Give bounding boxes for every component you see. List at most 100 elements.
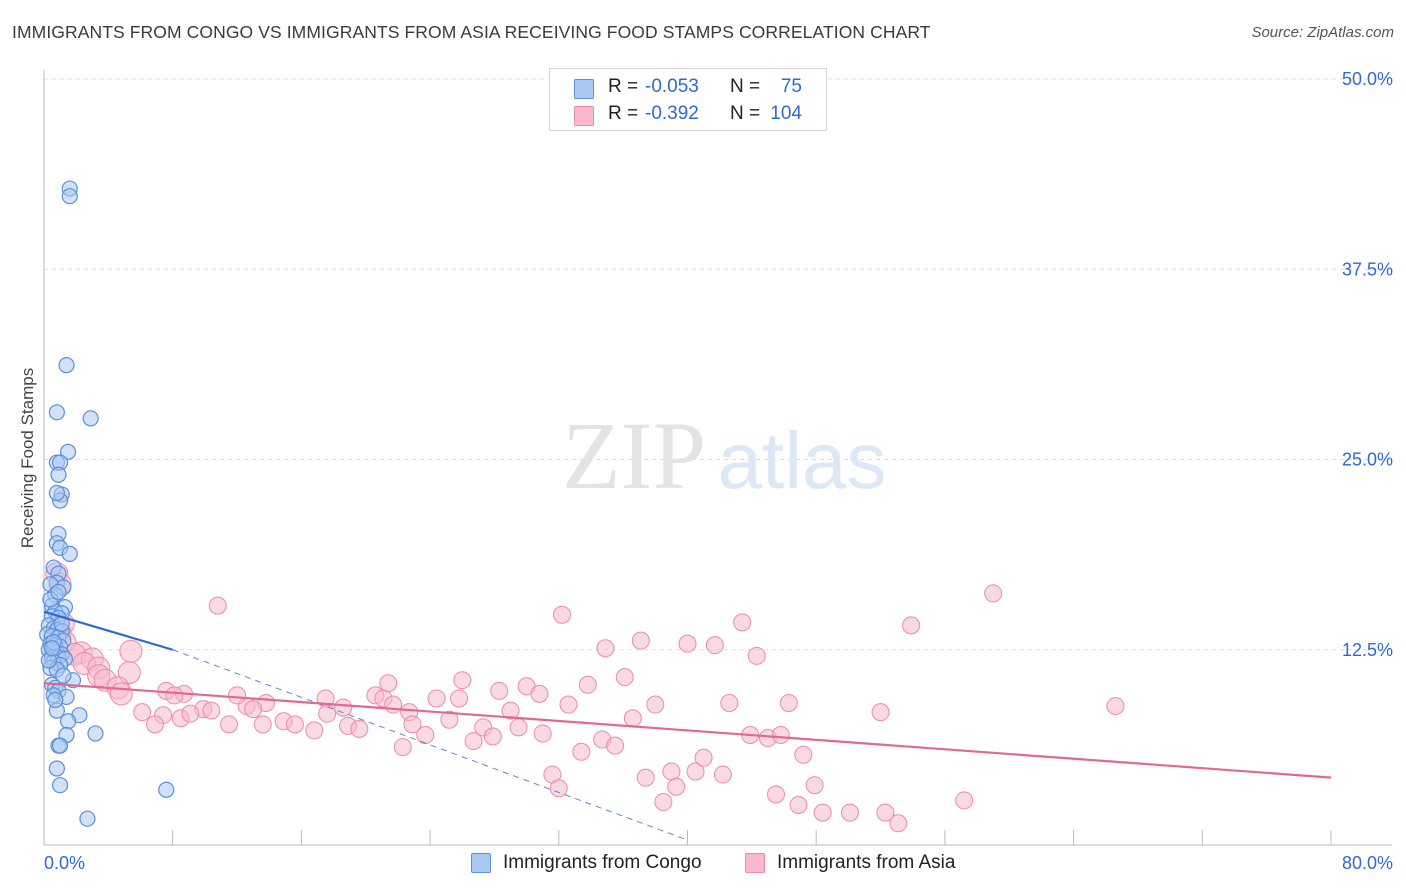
asia-point <box>871 703 890 722</box>
congo-point <box>48 404 65 421</box>
y-tick-label: 25.0% <box>1342 450 1393 470</box>
asia-point <box>501 701 520 720</box>
legend-n-label: N = <box>730 103 761 124</box>
congo-trend-extension <box>172 649 688 841</box>
watermark: ZIP atlas <box>562 402 886 509</box>
congo-point <box>61 188 78 205</box>
watermark-atlas: atlas <box>718 416 887 505</box>
congo-point <box>47 691 64 709</box>
congo-point <box>82 410 99 427</box>
asia-point <box>533 724 552 743</box>
asia-point <box>318 704 337 723</box>
asia-point <box>228 686 247 705</box>
asia-point <box>667 777 686 796</box>
asia-point <box>305 721 324 740</box>
asia-point <box>789 795 808 814</box>
legend-row-asia: R = -0.392 N = 104 <box>550 101 826 128</box>
asia-point <box>876 803 895 822</box>
asia-point <box>733 613 752 632</box>
asia-point <box>416 725 435 744</box>
asia-point <box>553 605 572 624</box>
asia-point <box>686 762 705 781</box>
gridlines <box>44 78 1392 651</box>
asia-point <box>805 776 824 795</box>
asia-legend-label: Immigrants from Asia <box>777 852 956 873</box>
congo-point <box>48 484 65 502</box>
asia-point <box>615 668 634 687</box>
asia-point <box>813 803 832 822</box>
asia-point <box>165 686 184 705</box>
asia-point <box>393 738 412 757</box>
asia-point <box>133 703 152 722</box>
watermark-zip: ZIP <box>562 402 706 509</box>
asia-point <box>403 715 422 734</box>
legend-r-value: -0.053 <box>645 76 699 97</box>
asia-trend-line <box>43 682 1332 779</box>
asia-point <box>720 694 739 713</box>
y-tick-label: 12.5% <box>1342 640 1393 660</box>
asia-point <box>889 814 908 833</box>
asia-point <box>119 639 143 663</box>
asia-point <box>840 803 859 822</box>
legend-r-value: -0.392 <box>645 103 699 124</box>
asia-point <box>984 584 1003 603</box>
asia-point <box>902 616 921 635</box>
asia-point <box>578 675 597 694</box>
asia-point <box>559 695 578 714</box>
asia-point <box>549 779 568 798</box>
congo-point <box>60 713 77 730</box>
asia-point <box>202 701 221 720</box>
asia-point <box>509 718 528 737</box>
congo-point <box>43 640 61 657</box>
congo-point <box>79 810 96 827</box>
axes <box>43 70 1392 846</box>
asia-point <box>220 715 239 734</box>
chart-title: IMMIGRANTS FROM CONGO VS IMMIGRANTS FROM… <box>12 22 931 42</box>
congo-swatch <box>574 79 594 99</box>
asia-point <box>483 727 502 746</box>
asia-point <box>662 762 681 781</box>
asia-point <box>334 698 353 717</box>
asia-point <box>955 791 974 810</box>
asia-point <box>596 639 615 658</box>
asia-points <box>45 562 1125 833</box>
asia-point <box>146 715 165 734</box>
bottom-legend-congo: Immigrants from Congo <box>471 852 721 876</box>
asia-point <box>631 631 650 650</box>
legend-n-value: 75 <box>780 76 802 97</box>
legend-r-label: R = <box>608 76 639 97</box>
asia-swatch <box>574 106 594 126</box>
congo-legend-swatch <box>471 853 491 873</box>
legend-n-value: 104 <box>770 103 802 124</box>
asia-point <box>427 689 446 708</box>
congo-point <box>51 777 69 794</box>
asia-point <box>771 725 790 744</box>
asia-point <box>530 684 549 703</box>
asia-point <box>654 792 673 811</box>
asia-point <box>1106 697 1125 716</box>
congo-legend-label: Immigrants from Congo <box>503 852 702 873</box>
legend-n-label: N = <box>730 76 761 97</box>
asia-point <box>794 745 813 764</box>
x-tick-label-min: 0.0% <box>44 853 85 873</box>
asia-point <box>572 742 591 761</box>
asia-point <box>713 765 732 784</box>
asia-point <box>678 634 697 653</box>
y-tick-label: 37.5% <box>1342 259 1393 279</box>
asia-point <box>244 700 263 719</box>
asia-point <box>208 596 227 615</box>
asia-point <box>109 682 133 706</box>
congo-point <box>48 760 65 777</box>
asia-point <box>636 768 655 787</box>
asia-point <box>253 715 272 734</box>
congo-points <box>39 180 175 827</box>
asia-point <box>606 736 625 755</box>
congo-point <box>50 583 67 601</box>
legend-row-congo: R = -0.053 N = 75 <box>550 74 826 101</box>
legend-r-label: R = <box>608 103 639 124</box>
x-tick-label-max: 80.0% <box>1342 853 1393 873</box>
congo-point <box>51 737 69 754</box>
bottom-legend-asia: Immigrants from Asia <box>745 852 985 876</box>
source-label: Source: ZipAtlas.com <box>1251 24 1394 41</box>
